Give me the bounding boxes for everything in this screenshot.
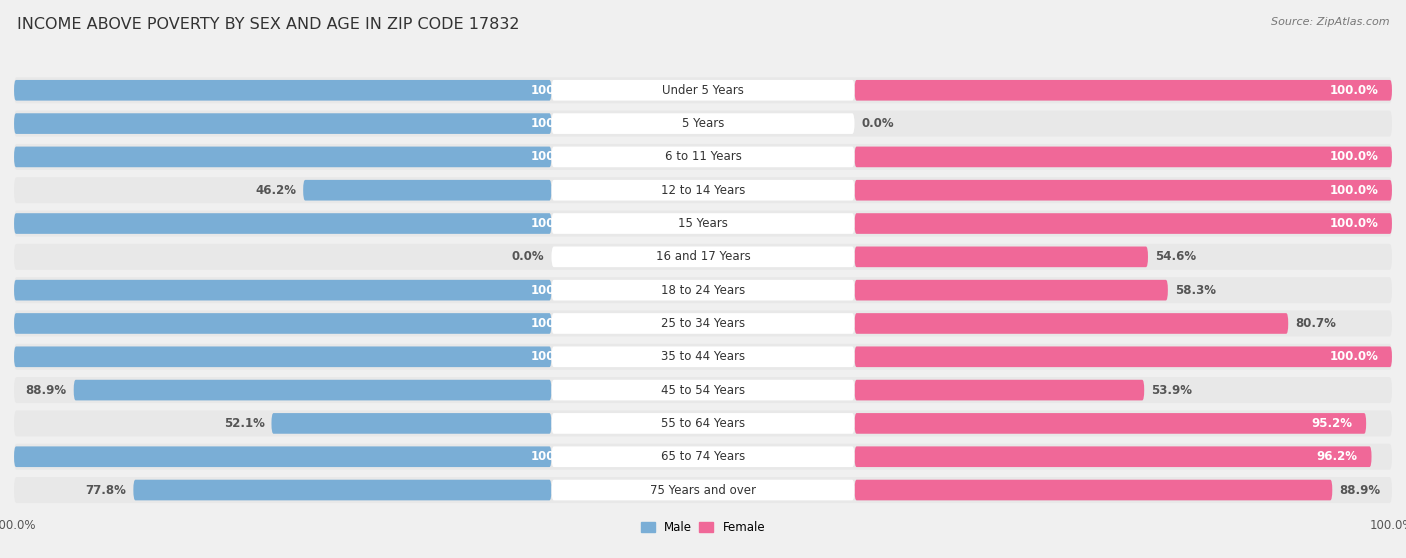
- Text: 88.9%: 88.9%: [1339, 484, 1381, 497]
- FancyBboxPatch shape: [855, 280, 1168, 301]
- FancyBboxPatch shape: [551, 480, 855, 501]
- Text: 100.0%: 100.0%: [531, 317, 579, 330]
- FancyBboxPatch shape: [551, 413, 855, 434]
- FancyBboxPatch shape: [14, 80, 551, 100]
- FancyBboxPatch shape: [551, 180, 855, 200]
- Text: 54.6%: 54.6%: [1154, 251, 1197, 263]
- FancyBboxPatch shape: [855, 247, 1147, 267]
- Text: 75 Years and over: 75 Years and over: [650, 484, 756, 497]
- FancyBboxPatch shape: [855, 446, 1371, 467]
- Text: 100.0%: 100.0%: [531, 84, 579, 97]
- FancyBboxPatch shape: [14, 446, 551, 467]
- Text: Source: ZipAtlas.com: Source: ZipAtlas.com: [1271, 17, 1389, 27]
- FancyBboxPatch shape: [855, 380, 1144, 401]
- FancyBboxPatch shape: [855, 180, 1392, 200]
- Text: 100.0%: 100.0%: [1329, 184, 1378, 197]
- Text: 0.0%: 0.0%: [512, 251, 544, 263]
- FancyBboxPatch shape: [14, 210, 1392, 237]
- FancyBboxPatch shape: [551, 347, 855, 367]
- Text: 6 to 11 Years: 6 to 11 Years: [665, 151, 741, 163]
- FancyBboxPatch shape: [855, 80, 1392, 100]
- FancyBboxPatch shape: [855, 347, 1392, 367]
- FancyBboxPatch shape: [14, 477, 1392, 503]
- FancyBboxPatch shape: [14, 444, 1392, 470]
- Text: 96.2%: 96.2%: [1317, 450, 1358, 463]
- FancyBboxPatch shape: [14, 280, 551, 301]
- Text: 88.9%: 88.9%: [25, 383, 67, 397]
- FancyBboxPatch shape: [14, 144, 1392, 170]
- Text: 46.2%: 46.2%: [256, 184, 297, 197]
- FancyBboxPatch shape: [14, 213, 551, 234]
- FancyBboxPatch shape: [855, 213, 1392, 234]
- Text: Under 5 Years: Under 5 Years: [662, 84, 744, 97]
- FancyBboxPatch shape: [14, 313, 551, 334]
- Text: 58.3%: 58.3%: [1175, 283, 1216, 297]
- FancyBboxPatch shape: [14, 244, 1392, 270]
- Text: 35 to 44 Years: 35 to 44 Years: [661, 350, 745, 363]
- FancyBboxPatch shape: [551, 313, 855, 334]
- FancyBboxPatch shape: [551, 247, 855, 267]
- Text: 100.0%: 100.0%: [1329, 350, 1378, 363]
- FancyBboxPatch shape: [551, 213, 855, 234]
- FancyBboxPatch shape: [855, 480, 1333, 501]
- FancyBboxPatch shape: [14, 310, 1392, 336]
- FancyBboxPatch shape: [551, 147, 855, 167]
- Text: 100.0%: 100.0%: [531, 283, 579, 297]
- FancyBboxPatch shape: [14, 78, 1392, 103]
- Text: 15 Years: 15 Years: [678, 217, 728, 230]
- FancyBboxPatch shape: [304, 180, 551, 200]
- Text: 100.0%: 100.0%: [531, 117, 579, 130]
- FancyBboxPatch shape: [14, 177, 1392, 203]
- Text: 95.2%: 95.2%: [1312, 417, 1353, 430]
- Text: 12 to 14 Years: 12 to 14 Years: [661, 184, 745, 197]
- Text: 18 to 24 Years: 18 to 24 Years: [661, 283, 745, 297]
- FancyBboxPatch shape: [134, 480, 551, 501]
- FancyBboxPatch shape: [73, 380, 551, 401]
- FancyBboxPatch shape: [14, 344, 1392, 370]
- Text: 100.0%: 100.0%: [531, 151, 579, 163]
- Text: 5 Years: 5 Years: [682, 117, 724, 130]
- Text: 100.0%: 100.0%: [1329, 151, 1378, 163]
- Text: 100.0%: 100.0%: [531, 450, 579, 463]
- Text: 100.0%: 100.0%: [531, 217, 579, 230]
- FancyBboxPatch shape: [271, 413, 551, 434]
- FancyBboxPatch shape: [551, 280, 855, 301]
- Text: 52.1%: 52.1%: [224, 417, 264, 430]
- Legend: Male, Female: Male, Female: [636, 516, 770, 538]
- Text: 45 to 54 Years: 45 to 54 Years: [661, 383, 745, 397]
- Text: 53.9%: 53.9%: [1152, 383, 1192, 397]
- FancyBboxPatch shape: [855, 413, 1367, 434]
- Text: 55 to 64 Years: 55 to 64 Years: [661, 417, 745, 430]
- FancyBboxPatch shape: [551, 446, 855, 467]
- FancyBboxPatch shape: [551, 380, 855, 401]
- Text: INCOME ABOVE POVERTY BY SEX AND AGE IN ZIP CODE 17832: INCOME ABOVE POVERTY BY SEX AND AGE IN Z…: [17, 17, 519, 32]
- FancyBboxPatch shape: [14, 110, 1392, 137]
- FancyBboxPatch shape: [855, 147, 1392, 167]
- Text: 80.7%: 80.7%: [1295, 317, 1336, 330]
- Text: 0.0%: 0.0%: [862, 117, 894, 130]
- FancyBboxPatch shape: [14, 113, 551, 134]
- Text: 16 and 17 Years: 16 and 17 Years: [655, 251, 751, 263]
- FancyBboxPatch shape: [14, 347, 551, 367]
- Text: 100.0%: 100.0%: [1329, 84, 1378, 97]
- Text: 100.0%: 100.0%: [531, 350, 579, 363]
- FancyBboxPatch shape: [14, 147, 551, 167]
- FancyBboxPatch shape: [855, 313, 1288, 334]
- Text: 100.0%: 100.0%: [1329, 217, 1378, 230]
- FancyBboxPatch shape: [551, 80, 855, 100]
- FancyBboxPatch shape: [14, 377, 1392, 403]
- FancyBboxPatch shape: [14, 277, 1392, 303]
- Text: 77.8%: 77.8%: [86, 484, 127, 497]
- Text: 25 to 34 Years: 25 to 34 Years: [661, 317, 745, 330]
- FancyBboxPatch shape: [551, 113, 855, 134]
- FancyBboxPatch shape: [14, 411, 1392, 436]
- Text: 65 to 74 Years: 65 to 74 Years: [661, 450, 745, 463]
